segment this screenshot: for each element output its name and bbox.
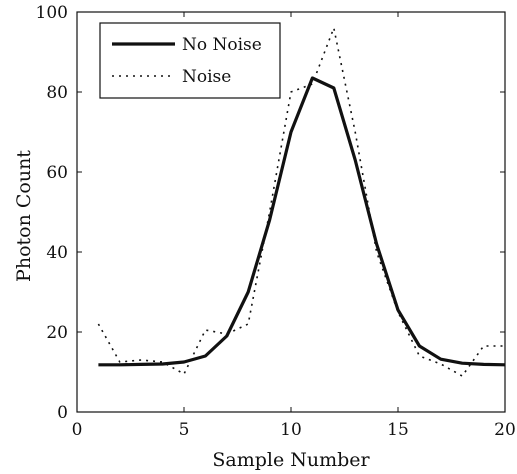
y-tick-label: 80 — [46, 83, 68, 103]
y-axis-label: Photon Count — [13, 150, 35, 282]
y-tick-label: 40 — [46, 243, 68, 263]
legend: No Noise Noise — [99, 22, 281, 99]
y-tick-label: 0 — [57, 403, 68, 423]
series-line-noise — [97, 27, 505, 377]
x-tick-label: 0 — [72, 420, 83, 440]
y-tick-label: 100 — [36, 3, 68, 23]
legend-box — [99, 22, 281, 99]
y-tick-label: 60 — [46, 163, 68, 183]
series-line-no-noise — [98, 76, 506, 367]
x-tick-label: 10 — [280, 420, 302, 440]
plot-area — [97, 27, 506, 377]
x-tick-label: 15 — [387, 420, 409, 440]
x-axis-label: Sample Number — [212, 449, 370, 471]
x-tick-label: 5 — [179, 420, 190, 440]
y-tick-label: 20 — [46, 323, 68, 343]
legend-label-noise: Noise — [182, 67, 231, 87]
x-tick-label: 20 — [494, 420, 516, 440]
axes: 0 5 10 15 20 0 20 40 60 80 100 — [36, 3, 516, 440]
legend-label-no-noise: No Noise — [182, 35, 262, 55]
